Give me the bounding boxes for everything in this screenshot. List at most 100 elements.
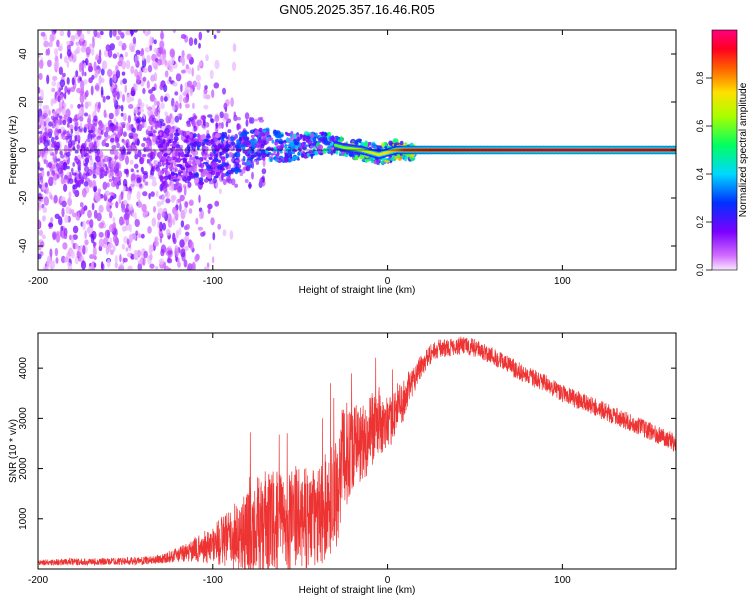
noise-blob xyxy=(145,146,150,153)
ridge-blob xyxy=(384,160,390,163)
ridge-blob xyxy=(162,180,166,186)
ridge-blob xyxy=(284,157,289,163)
colorbar-frame xyxy=(711,29,738,271)
noise-blob xyxy=(47,162,52,168)
noise-blob xyxy=(58,101,63,109)
ridge-blob xyxy=(318,137,325,142)
ridge-blob xyxy=(253,159,256,163)
ridge-blob xyxy=(262,157,266,161)
ridge-blob xyxy=(204,146,209,152)
noise-blob xyxy=(142,76,147,82)
noise-blob xyxy=(95,155,101,163)
figure-title: GN05.2025.357.16.46.R05 xyxy=(279,2,434,17)
ridge-blob xyxy=(279,150,283,154)
noise-blob xyxy=(103,237,109,245)
noise-blob xyxy=(123,185,127,191)
noise-blob xyxy=(80,81,84,91)
noise-blob xyxy=(93,186,97,193)
noise-blob xyxy=(115,168,119,174)
noise-blob xyxy=(165,198,171,204)
noise-blob xyxy=(100,86,104,96)
snr-axes: -200 -100 0 100 1000 2000 3000 4000 xyxy=(18,333,676,586)
noise-blob xyxy=(100,68,105,76)
colorbar-tick-label: 0.8 xyxy=(695,72,705,85)
noise-blob xyxy=(203,266,210,270)
noise-blob xyxy=(137,116,142,124)
noise-blob xyxy=(148,133,154,137)
noise-blob xyxy=(195,74,202,82)
noise-blob xyxy=(89,219,94,228)
noise-blob xyxy=(198,194,201,203)
noise-blob xyxy=(179,239,185,248)
noise-blob xyxy=(141,119,147,123)
noise-blob xyxy=(109,149,115,155)
noise-blob xyxy=(125,247,129,252)
noise-blob xyxy=(108,178,113,183)
noise-blob xyxy=(230,97,234,107)
noise-blob xyxy=(84,165,90,173)
noise-blob xyxy=(47,41,53,48)
ridge-blob xyxy=(198,168,202,172)
noise-blob xyxy=(191,67,194,77)
noise-blob xyxy=(93,30,98,38)
noise-blob xyxy=(86,219,91,225)
ridge-blob xyxy=(364,141,368,148)
noise-blob xyxy=(92,123,98,127)
noise-blob xyxy=(116,142,120,149)
noise-blob xyxy=(61,72,66,78)
ridge-blob xyxy=(319,152,323,156)
noise-blob xyxy=(120,112,124,117)
noise-blob xyxy=(63,256,69,263)
ridge-blob xyxy=(227,138,232,141)
noise-blob xyxy=(168,267,171,270)
ridge-blob xyxy=(221,172,225,178)
ridge-blob xyxy=(257,138,263,144)
noise-blob xyxy=(118,194,122,205)
noise-blob xyxy=(186,53,192,60)
noise-blob xyxy=(151,180,158,187)
noise-blob xyxy=(83,62,87,69)
noise-blob xyxy=(180,248,186,258)
noise-blob xyxy=(130,30,134,37)
noise-blob xyxy=(85,90,89,97)
noise-blob xyxy=(72,118,78,122)
ridge-blob xyxy=(205,173,212,178)
noise-blob xyxy=(93,241,96,248)
ridge-blob xyxy=(219,151,223,156)
ridge-blob xyxy=(159,170,164,176)
ridge-blob xyxy=(215,158,219,163)
noise-blob xyxy=(159,84,164,91)
ridge-blob xyxy=(302,138,307,142)
noise-blob xyxy=(91,230,97,240)
noise-blob xyxy=(251,171,254,180)
noise-blob xyxy=(52,154,57,163)
ridge-blob xyxy=(178,152,181,158)
noise-blob xyxy=(144,181,149,186)
noise-blob xyxy=(76,144,80,150)
noise-blob xyxy=(162,222,167,231)
noise-blob xyxy=(38,192,42,202)
y-tick-label: -20 xyxy=(18,190,29,205)
noise-blob xyxy=(84,148,88,156)
ridge-blob xyxy=(170,162,174,167)
y-tick-label: 20 xyxy=(18,96,29,108)
noise-blob xyxy=(217,223,222,230)
ridge-blob xyxy=(245,149,249,153)
noise-blob xyxy=(74,125,78,132)
noise-blob xyxy=(92,174,97,179)
noise-blob xyxy=(144,47,150,53)
ridge-blob xyxy=(276,154,279,161)
noise-blob xyxy=(227,129,232,134)
ridge-blob xyxy=(193,171,199,178)
ridge-blob xyxy=(274,141,278,146)
noise-blob xyxy=(139,183,143,188)
noise-blob xyxy=(101,60,108,70)
ridge-blob xyxy=(245,161,250,166)
noise-blob xyxy=(229,230,234,240)
noise-blob xyxy=(79,122,83,130)
noise-blob xyxy=(74,150,79,154)
noise-blob xyxy=(109,249,114,255)
noise-blob xyxy=(102,96,106,103)
noise-blob xyxy=(151,86,156,92)
